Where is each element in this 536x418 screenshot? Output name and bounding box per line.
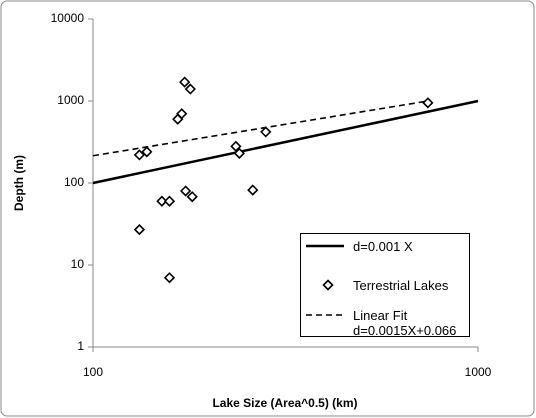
data-point [141,146,153,158]
data-point [230,140,242,152]
y-tick-label: 1 [77,339,84,353]
fit-line [92,100,429,157]
x-tick-label: 1000 [465,365,492,379]
x-tick-label: 100 [83,365,103,379]
legend-label: Linear Fit d=0.0015X+0.066 [353,308,457,338]
legend-label: Terrestrial Lakes [353,278,449,293]
data-point [176,108,188,120]
y-tick-label: 10000 [51,11,85,25]
data-point [163,272,176,284]
y-axis-label: Depth (m) [12,155,26,211]
data-point [179,185,192,197]
legend: d=0.001 X Terrestrial Lakes Linear Fit d=0… [300,233,470,338]
legend-label: d=0.001 X [353,239,413,254]
data-point [163,195,176,207]
data-point [233,147,246,159]
data-point [133,223,146,236]
x-axis-label: Lake Size (Area^0.5) (km) [212,396,357,410]
y-tick-label: 10 [71,257,85,271]
data-point [422,97,434,109]
data-point [260,126,272,138]
data-point [186,191,198,203]
data-point [179,76,191,88]
y-tick-label: 100 [64,175,84,189]
y-tick-label: 1000 [57,93,84,107]
data-point [156,195,168,207]
reference-line [92,99,479,185]
data-point [133,149,146,161]
data-point [184,83,196,95]
data-point [247,184,259,196]
